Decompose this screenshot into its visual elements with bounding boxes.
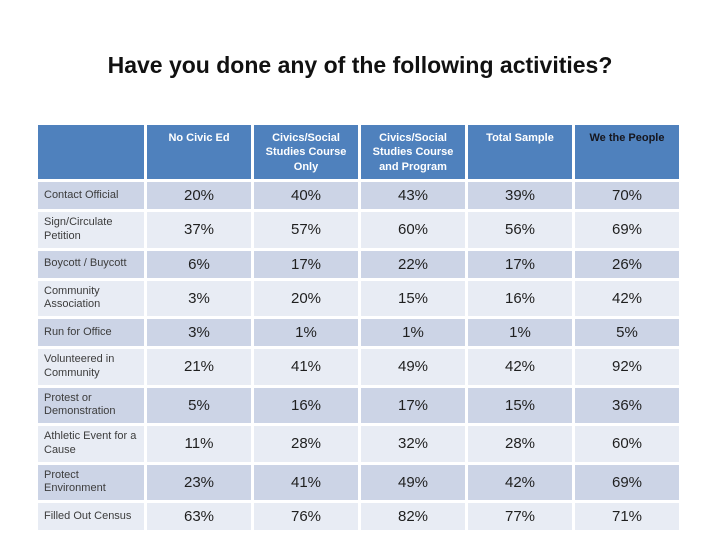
value-cell: 41%: [254, 349, 358, 385]
activities-table: No Civic Ed Civics/Social Studies Course…: [35, 122, 682, 533]
value-cell: 28%: [254, 426, 358, 462]
table-row: Volunteered in Community 21% 41% 49% 42% 92%: [38, 349, 679, 385]
value-cell: 3%: [147, 280, 251, 316]
value-cell: 16%: [254, 387, 358, 423]
value-cell: 60%: [575, 426, 679, 462]
column-header-no-civic-ed: No Civic Ed: [147, 125, 251, 179]
table-header-row: No Civic Ed Civics/Social Studies Course…: [38, 125, 679, 179]
value-cell: 41%: [254, 464, 358, 500]
value-cell: 5%: [575, 319, 679, 346]
row-label: Community Association: [38, 280, 144, 316]
value-cell: 6%: [147, 250, 251, 278]
value-cell: 21%: [147, 349, 251, 385]
table-row: Sign/Circulate Petition 37% 57% 60% 56% 69%: [38, 212, 679, 248]
column-header-course-and-program: Civics/Social Studies Course and Program: [361, 125, 465, 179]
value-cell: 28%: [468, 426, 572, 462]
value-cell: 32%: [361, 426, 465, 462]
row-label: Volunteered in Community: [38, 349, 144, 385]
value-cell: 1%: [254, 319, 358, 346]
value-cell: 36%: [575, 387, 679, 423]
activities-table-container: No Civic Ed Civics/Social Studies Course…: [35, 122, 682, 533]
column-header-we-the-people: We the People: [575, 125, 679, 179]
slide-title: Have you done any of the following activ…: [107, 52, 613, 78]
row-label: Sign/Circulate Petition: [38, 212, 144, 248]
table-row: Run for Office 3% 1% 1% 1% 5%: [38, 319, 679, 346]
value-cell: 39%: [468, 182, 572, 209]
value-cell: 11%: [147, 426, 251, 462]
value-cell: 57%: [254, 212, 358, 248]
value-cell: 15%: [361, 280, 465, 316]
value-cell: 5%: [147, 387, 251, 423]
value-cell: 17%: [468, 250, 572, 278]
value-cell: 70%: [575, 182, 679, 209]
row-label: Filled Out Census: [38, 503, 144, 530]
table-row: Community Association 3% 20% 15% 16% 42%: [38, 280, 679, 316]
value-cell: 43%: [361, 182, 465, 209]
value-cell: 77%: [468, 503, 572, 530]
value-cell: 82%: [361, 503, 465, 530]
table-row: Athletic Event for a Cause 11% 28% 32% 28% 60…: [38, 426, 679, 462]
value-cell: 69%: [575, 212, 679, 248]
row-label: Run for Office: [38, 319, 144, 346]
value-cell: 92%: [575, 349, 679, 385]
value-cell: 60%: [361, 212, 465, 248]
row-label: Contact Official: [38, 182, 144, 209]
row-label: Protest or Demonstration: [38, 387, 144, 423]
value-cell: 42%: [468, 464, 572, 500]
value-cell: 20%: [254, 280, 358, 316]
value-cell: 42%: [575, 280, 679, 316]
value-cell: 56%: [468, 212, 572, 248]
column-header-blank: [38, 125, 144, 179]
value-cell: 15%: [468, 387, 572, 423]
value-cell: 17%: [254, 250, 358, 278]
table-row: Boycott / Buycott 6% 17% 22% 17% 26%: [38, 250, 679, 278]
column-header-course-only: Civics/Social Studies Course Only: [254, 125, 358, 179]
value-cell: 20%: [147, 182, 251, 209]
value-cell: 71%: [575, 503, 679, 530]
value-cell: 49%: [361, 464, 465, 500]
value-cell: 1%: [361, 319, 465, 346]
value-cell: 16%: [468, 280, 572, 316]
row-label: Protect Environment: [38, 464, 144, 500]
value-cell: 1%: [468, 319, 572, 346]
table-row: Contact Official 20% 40% 43% 39% 70%: [38, 182, 679, 209]
value-cell: 76%: [254, 503, 358, 530]
value-cell: 3%: [147, 319, 251, 346]
value-cell: 26%: [575, 250, 679, 278]
value-cell: 37%: [147, 212, 251, 248]
value-cell: 63%: [147, 503, 251, 530]
value-cell: 23%: [147, 464, 251, 500]
row-label: Athletic Event for a Cause: [38, 426, 144, 462]
value-cell: 69%: [575, 464, 679, 500]
column-header-total-sample: Total Sample: [468, 125, 572, 179]
value-cell: 42%: [468, 349, 572, 385]
value-cell: 40%: [254, 182, 358, 209]
value-cell: 22%: [361, 250, 465, 278]
table-row: Filled Out Census 63% 76% 82% 77% 71%: [38, 503, 679, 530]
table-row: Protest or Demonstration 5% 16% 17% 15% 36%: [38, 387, 679, 423]
row-label: Boycott / Buycott: [38, 250, 144, 278]
table-row: Protect Environment 23% 41% 49% 42% 69%: [38, 464, 679, 500]
table-body: Contact Official 20% 40% 43% 39% 70% Sign/Circ…: [38, 182, 679, 530]
value-cell: 17%: [361, 387, 465, 423]
value-cell: 49%: [361, 349, 465, 385]
